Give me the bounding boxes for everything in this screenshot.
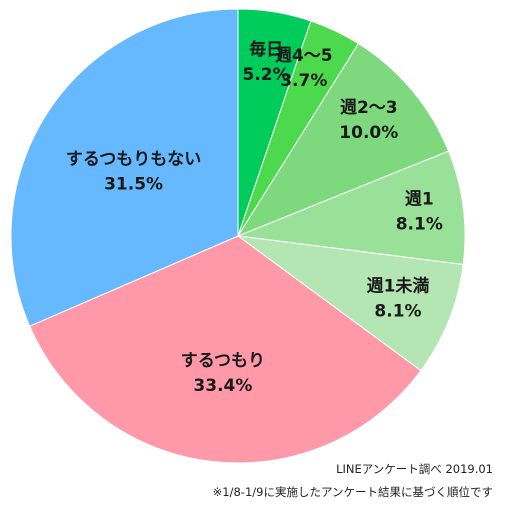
slice-category-label-5: 週1未満 — [367, 275, 430, 296]
pie-slice-3 — [236, 42, 450, 238]
slice-category-label-2: 週4～5 — [275, 46, 333, 66]
footnote: ※1/8-1/9に実施したアンケート結果に基づく順位です — [212, 485, 493, 499]
pie-slice-6 — [29, 235, 422, 464]
slice-value-label-2: 3.7% — [280, 71, 327, 91]
slice-value-label-6: 33.4% — [193, 376, 252, 396]
slice-value-label-4: 8.1% — [396, 215, 443, 235]
pie-labels: 毎日 5.2%週4～5 3.7% 週2～3 10.0% 週1 8.1% 週1未満 8.1% するつ… — [66, 39, 443, 396]
source-note: LINEアンケート調べ 2019.01 — [336, 462, 493, 476]
pie-slice-7 — [10, 8, 239, 327]
pie-slices — [10, 8, 466, 464]
pie-slice-5 — [236, 235, 464, 372]
slice-value-label-5: 8.1% — [374, 301, 421, 321]
slice-category-label-4: 週1 — [405, 190, 434, 210]
slice-value-label-1: 5.2% — [243, 65, 290, 85]
slice-category-label-1: 毎日 — [249, 39, 283, 60]
slice-category-label-7: するつもりもない — [66, 150, 201, 170]
slice-category-label-3: 週2～3 — [340, 98, 398, 118]
pie-slice-4 — [236, 150, 466, 266]
slice-category-label-6: するつもり — [181, 351, 265, 371]
slice-value-label-3: 10.0% — [339, 123, 398, 143]
slice-value-label-7: 31.5% — [104, 175, 163, 195]
